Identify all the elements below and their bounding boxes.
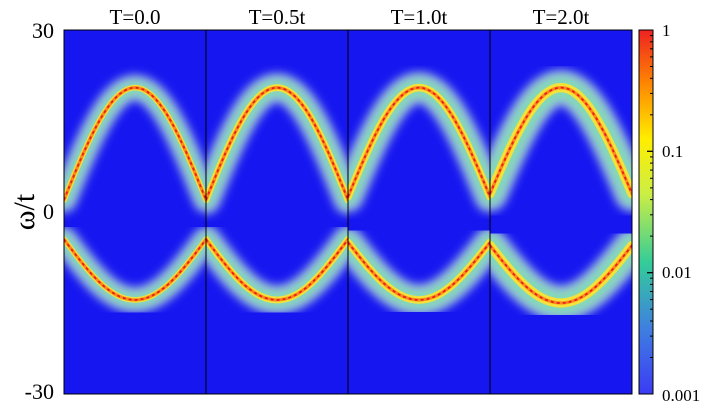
heatmap-panel-3: T=2.0t: [489, 5, 633, 395]
colorbar-tick-label-1: 1: [662, 21, 671, 40]
lower-band-ridge: [348, 241, 490, 301]
heatmap-panel-1: T=0.5t: [205, 5, 349, 395]
lower-band-ridge: [490, 244, 632, 304]
panel-title-2: T=1.0t: [391, 5, 448, 29]
lower-band-ridge: [206, 238, 348, 301]
heatmap-panel-2: T=1.0t: [347, 5, 491, 395]
upper-band-ridge: [206, 86, 348, 201]
upper-band-ridge: [64, 86, 206, 201]
panel-title-3: T=2.0t: [533, 5, 590, 29]
colorbar-gradient: [638, 29, 654, 395]
upper-band-ridge: [348, 86, 490, 198]
panel-title-1: T=0.5t: [249, 5, 306, 29]
panel-title-0: T=0.0: [110, 5, 161, 29]
heatmap-panel-0: T=0.0: [63, 5, 207, 395]
colorbar-tick-label-0.001: 0.001: [662, 386, 700, 405]
y-axis-label: ω/t: [8, 193, 41, 230]
colorbar-minor-ticks: [647, 29, 653, 395]
y-tick-label-middle: 0: [43, 199, 54, 224]
lower-band-ridge: [64, 238, 206, 301]
heatmap-panels: T=0.0 T=0.5t T=1.0t T=2.0t: [63, 5, 633, 395]
y-tick-label-bottom: -30: [25, 379, 54, 404]
upper-band-ridge: [490, 86, 632, 195]
y-tick-label-top: 30: [32, 18, 54, 43]
panel-frame: [489, 29, 633, 395]
colorbar: 1 0.1 0.01 0.001: [638, 21, 700, 405]
colorbar-tick-label-0.1: 0.1: [662, 142, 683, 161]
colorbar-tick-label-0.01: 0.01: [662, 263, 692, 282]
